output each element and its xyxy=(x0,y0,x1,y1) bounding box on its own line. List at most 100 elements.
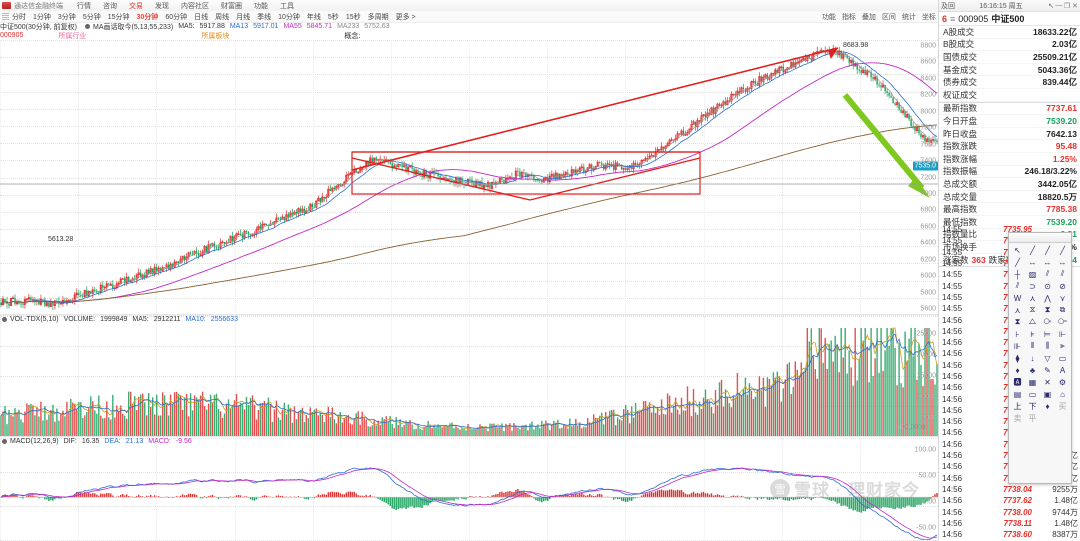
pin-icon[interactable]: ↖ xyxy=(1048,2,1054,10)
draw-tool-10[interactable]: ⫽ xyxy=(1045,269,1050,278)
menu-item-1[interactable]: 咨询 xyxy=(103,2,117,10)
draw-tool-41[interactable]: ♣ xyxy=(1029,365,1036,375)
draw-tool-38[interactable]: ▽ xyxy=(1044,353,1051,363)
tick-row[interactable]: 14:56 7738.11 1.48亿 xyxy=(939,518,1080,529)
tick-row[interactable]: 14:56 7738.04 9255万 xyxy=(939,484,1080,495)
indicator-toggle-icon[interactable] xyxy=(85,24,91,29)
panel-back-label[interactable]: 及回 xyxy=(941,2,955,10)
period-1分钟[interactable]: 1分钟 xyxy=(33,13,51,21)
draw-tool-6[interactable]: ↔ xyxy=(1043,257,1052,267)
draw-tool-35[interactable]: ⫸ xyxy=(1060,341,1065,350)
period-多周期[interactable]: 多周期 xyxy=(367,13,389,21)
draw-tool-1[interactable]: ╱ xyxy=(1030,245,1035,255)
draw-tool-26[interactable]: ⧂ xyxy=(1043,317,1052,326)
draw-tool-9[interactable]: ▨ xyxy=(1028,269,1037,279)
draw-tool-33[interactable]: ⫴ xyxy=(1030,341,1035,350)
draw-tool-29[interactable]: ⊧ xyxy=(1030,329,1035,339)
draw-tool-4[interactable]: ╱ xyxy=(1015,257,1020,267)
draw-tool-42[interactable]: ✎ xyxy=(1044,365,1051,375)
draw-tool-5[interactable]: ↔ xyxy=(1028,257,1037,267)
period-10分钟[interactable]: 10分钟 xyxy=(278,13,300,21)
draw-tool-53[interactable]: 下 xyxy=(1028,401,1037,411)
menu-item-4[interactable]: 内容社区 xyxy=(181,2,209,10)
draw-tool-3[interactable]: ╱ xyxy=(1060,245,1065,255)
draw-tool-12[interactable]: ⫽ xyxy=(1015,281,1020,290)
draw-tool-0[interactable]: ↖ xyxy=(1014,245,1021,255)
draw-tool-40[interactable]: ♦ xyxy=(1015,365,1020,375)
draw-tool-39[interactable]: ▭ xyxy=(1058,353,1067,363)
draw-tool-19[interactable]: ⋎ xyxy=(1059,293,1066,303)
draw-tool-24[interactable]: ⧗ xyxy=(1014,317,1021,326)
palette-titlebar[interactable] xyxy=(1009,233,1071,243)
menu-item-7[interactable]: 工具 xyxy=(280,2,294,10)
tool-指标[interactable]: 指标 xyxy=(841,13,856,21)
period-3分钟[interactable]: 3分钟 xyxy=(57,13,76,21)
draw-tool-15[interactable]: ⊘ xyxy=(1059,281,1066,291)
draw-tool-21[interactable]: ⧖ xyxy=(1029,305,1036,314)
volume-indicator-icon[interactable] xyxy=(2,317,7,322)
draw-tool-32[interactable]: ⊪ xyxy=(1014,341,1021,351)
tick-row[interactable]: 14:55 7735.95 xyxy=(939,224,1080,235)
draw-tool-14[interactable]: ⊙ xyxy=(1044,281,1051,291)
tool-区间[interactable]: 区间 xyxy=(881,13,896,21)
period-30分钟[interactable]: 30分钟 xyxy=(136,13,159,21)
period-15秒[interactable]: 15秒 xyxy=(345,13,361,21)
draw-tool-16[interactable]: W xyxy=(1013,293,1022,303)
menu-item-0[interactable]: 行情 xyxy=(77,2,91,10)
draw-tool-13[interactable]: ⊃ xyxy=(1029,281,1036,291)
draw-tool-28[interactable]: ⊦ xyxy=(1015,329,1020,339)
draw-tool-30[interactable]: ⊨ xyxy=(1044,329,1051,339)
draw-tool-20[interactable]: ⋏ xyxy=(1014,305,1021,315)
draw-tool-34[interactable]: ⫼ xyxy=(1045,341,1050,350)
draw-tool-43[interactable]: A xyxy=(1059,365,1066,375)
tool-坐标[interactable]: 坐标 xyxy=(921,13,936,21)
period-更多 >[interactable]: 更多 > xyxy=(395,13,416,21)
draw-tool-48[interactable]: ▤ xyxy=(1013,389,1022,399)
draw-tool-25[interactable]: ⧍ xyxy=(1028,317,1037,326)
menu-item-3[interactable]: 发现 xyxy=(155,2,169,10)
draw-tool-45[interactable]: ▦ xyxy=(1028,377,1037,387)
draw-tool-8[interactable]: ┼ xyxy=(1014,269,1021,279)
price-chart-pane[interactable]: 8683.98 5613.28 xyxy=(0,40,939,316)
draw-tool-44[interactable]: 🅰 xyxy=(1013,377,1022,387)
menu-icon[interactable]: ≡ xyxy=(950,13,956,24)
draw-tool-7[interactable]: ↔ xyxy=(1058,257,1067,267)
tick-row[interactable]: 14:56 7737.62 1.48亿 xyxy=(939,495,1080,506)
maximize-icon[interactable]: ❐ xyxy=(1063,2,1071,10)
index-code-row[interactable]: 6 ≡ 000905 中证500 xyxy=(939,12,1080,26)
period-周线[interactable]: 周线 xyxy=(215,13,230,21)
minimize-icon[interactable]: — xyxy=(1055,2,1063,9)
macd-indicator-icon[interactable] xyxy=(2,439,7,444)
sector-link[interactable]: 所属行业 xyxy=(58,32,87,40)
period-5秒[interactable]: 5秒 xyxy=(327,13,339,21)
draw-tool-52[interactable]: 上 xyxy=(1013,401,1022,411)
close-icon[interactable]: ✕ xyxy=(1072,2,1078,10)
draw-tool-56[interactable]: 卖 xyxy=(1013,413,1022,423)
draw-tool-54[interactable]: ♦ xyxy=(1045,401,1050,411)
draw-tool-11[interactable]: ⫽ xyxy=(1060,269,1065,278)
draw-tool-22[interactable]: ⧗ xyxy=(1044,305,1051,314)
draw-tool-31[interactable]: ⊩ xyxy=(1059,329,1066,339)
draw-tool-50[interactable]: ▣ xyxy=(1043,389,1052,399)
draw-tool-17[interactable]: ⋏ xyxy=(1029,293,1036,303)
macd-pane[interactable]: MACD(12,26,9) DIF: 16.35 DEA: 21.13 MACD… xyxy=(0,438,939,541)
draw-tool-46[interactable]: ✕ xyxy=(1044,377,1051,387)
tick-row[interactable]: 14:56 7738.00 9744万 xyxy=(939,506,1080,517)
menu-item-6[interactable]: 功能 xyxy=(254,2,268,10)
draw-tool-51[interactable]: ⌂ xyxy=(1060,389,1065,399)
menu-item-2[interactable]: 交易 xyxy=(129,2,143,10)
draw-tool-49[interactable]: ▭ xyxy=(1028,389,1037,399)
draw-tool-36[interactable]: ⧫ xyxy=(1015,353,1020,363)
drawing-tools-palette[interactable]: ↖ ╱ ╱ ╱ ╱ ↔ ↔ ↔ ┼ ▨ ⫽ ⫽ ⫽ ⊃ ⊙ ⊘ W ⋏ ⋀ ⋎ ⋏ ⧖ ⧗ ⧉ ⧗ ⧍ ⧂ ⧃ ⊦ ⊧ ⊨ ⊩ ⊪ ⫴ ⫼ ⫸ ⧫ ↓ ▽ ▭… xyxy=(1008,232,1072,484)
draw-tool-55[interactable]: 买 xyxy=(1058,401,1067,411)
menu-item-5[interactable]: 财富圈 xyxy=(221,2,242,10)
period-15分钟[interactable]: 15分钟 xyxy=(107,13,130,21)
draw-tool-57[interactable]: 平 xyxy=(1028,413,1037,423)
period-分时[interactable]: 分时 xyxy=(12,13,26,21)
period-日线[interactable]: 日线 xyxy=(194,13,209,21)
tool-功能[interactable]: 功能 xyxy=(821,13,836,21)
draw-tool-47[interactable]: ⚙ xyxy=(1058,377,1067,387)
period-5分钟[interactable]: 5分钟 xyxy=(82,13,101,21)
draw-tool-27[interactable]: ⧃ xyxy=(1058,317,1067,326)
volume-pane[interactable]: VOL-TDX(5,10) VOLUME: 1999849 MA5: 29122… xyxy=(0,316,939,437)
